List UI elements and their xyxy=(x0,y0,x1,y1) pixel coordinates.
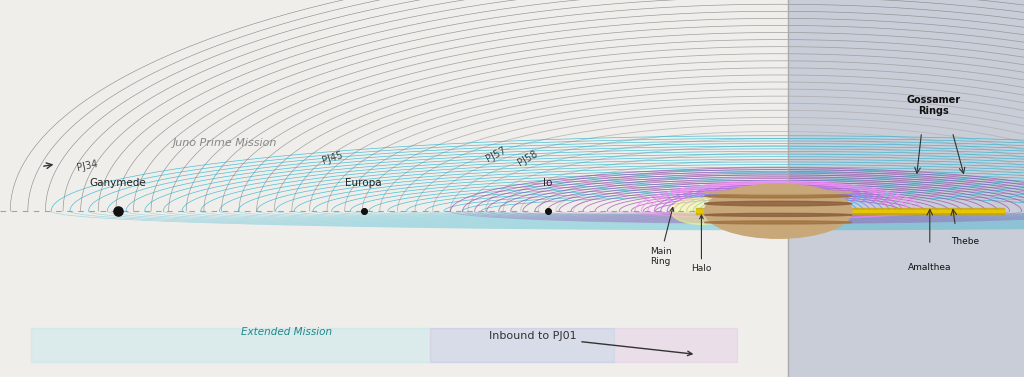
Text: Inbound to PJ01: Inbound to PJ01 xyxy=(488,331,692,356)
Text: Amalthea: Amalthea xyxy=(908,263,951,272)
Bar xyxy=(0,0,788,377)
Text: Europa: Europa xyxy=(345,178,382,188)
Text: Juno Prime Mission: Juno Prime Mission xyxy=(173,138,278,148)
Circle shape xyxy=(705,184,852,238)
Text: Ganymede: Ganymede xyxy=(89,178,146,188)
Ellipse shape xyxy=(671,198,732,224)
Text: Extended Mission: Extended Mission xyxy=(242,327,332,337)
Ellipse shape xyxy=(705,213,852,216)
Text: PJ34: PJ34 xyxy=(76,159,98,173)
Ellipse shape xyxy=(705,194,852,198)
Text: Thebe: Thebe xyxy=(951,237,980,246)
Text: Halo: Halo xyxy=(691,215,712,273)
Text: Io: Io xyxy=(543,178,553,188)
Ellipse shape xyxy=(705,201,852,206)
Text: PJ58: PJ58 xyxy=(516,149,539,168)
Ellipse shape xyxy=(705,221,852,224)
Text: PJ45: PJ45 xyxy=(322,150,344,166)
Text: Gossamer
Rings: Gossamer Rings xyxy=(907,95,961,116)
Bar xyxy=(788,0,1024,377)
Ellipse shape xyxy=(705,190,852,194)
Text: Main
Ring: Main Ring xyxy=(649,207,674,266)
Text: PJ57: PJ57 xyxy=(483,145,508,164)
